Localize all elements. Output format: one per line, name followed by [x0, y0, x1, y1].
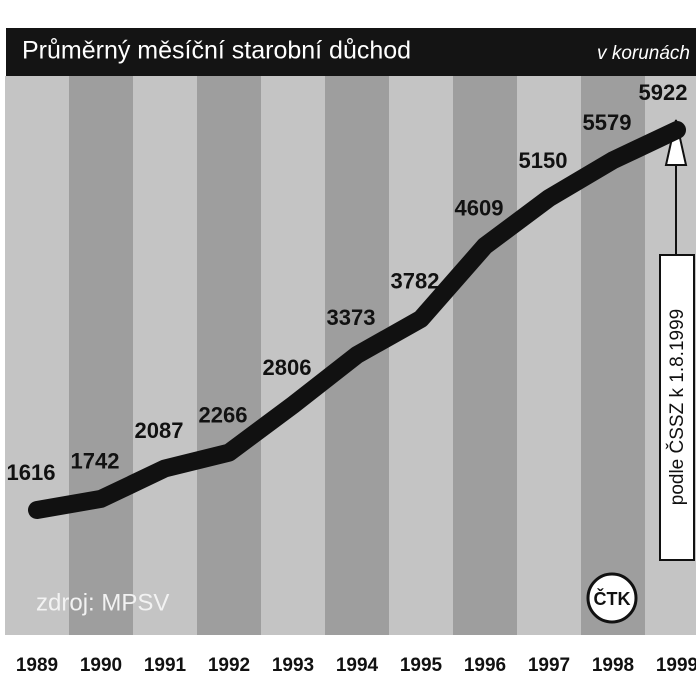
value-label: 2266: [199, 402, 248, 427]
chart-subtitle: v korunách: [597, 43, 690, 64]
value-label: 5579: [583, 110, 632, 135]
annotation-box: [659, 254, 695, 561]
x-tick-label: 1998: [592, 655, 634, 676]
annotation-text: podle ČSSZ k 1.8.1999: [666, 309, 688, 505]
x-tick-label: 1993: [272, 655, 314, 676]
plot: 1616 1742 2087 2266 2806 3373 3782 4609 5150 5579…: [7, 80, 696, 676]
stripe: [133, 76, 197, 635]
x-tick-label: 1992: [208, 655, 250, 676]
logo-circle: [586, 572, 638, 624]
value-label: 3782: [391, 269, 440, 294]
x-tick-label: 1995: [400, 655, 443, 676]
stripe: [69, 76, 133, 635]
x-tick-label: 1990: [80, 655, 122, 676]
data-line: [28, 121, 686, 519]
annotation: podle ČSSZ k 1.8.1999: [659, 119, 695, 561]
stripe: [197, 76, 261, 635]
stripe: [389, 76, 453, 635]
value-label: 4609: [455, 196, 504, 221]
x-tick-label: 1991: [144, 655, 187, 676]
x-tick-label: 1996: [464, 655, 506, 676]
stripe: [261, 76, 325, 635]
stripe: [5, 76, 69, 635]
value-label: 3373: [327, 305, 376, 330]
value-label: 5922: [639, 80, 688, 105]
value-label: 5150: [519, 148, 568, 173]
x-tick-label: 1989: [16, 655, 58, 676]
source-note: zdroj: MPSV: [36, 589, 169, 616]
title-bar: [6, 28, 696, 76]
logo: ČTK: [586, 572, 638, 624]
stripe: [453, 76, 517, 635]
x-tick-label: 1997: [528, 655, 570, 676]
value-label: 1742: [71, 449, 120, 474]
x-tick-label: 1994: [336, 655, 379, 676]
stripe: [517, 76, 581, 635]
value-label: 2087: [135, 418, 184, 443]
x-tick-label: 1999: [656, 655, 696, 676]
chart-title: Průměrný měsíční starobní důchod: [22, 37, 411, 65]
value-label: 1616: [7, 460, 56, 485]
value-label: 2806: [263, 355, 312, 380]
logo-text: ČTK: [594, 588, 631, 609]
